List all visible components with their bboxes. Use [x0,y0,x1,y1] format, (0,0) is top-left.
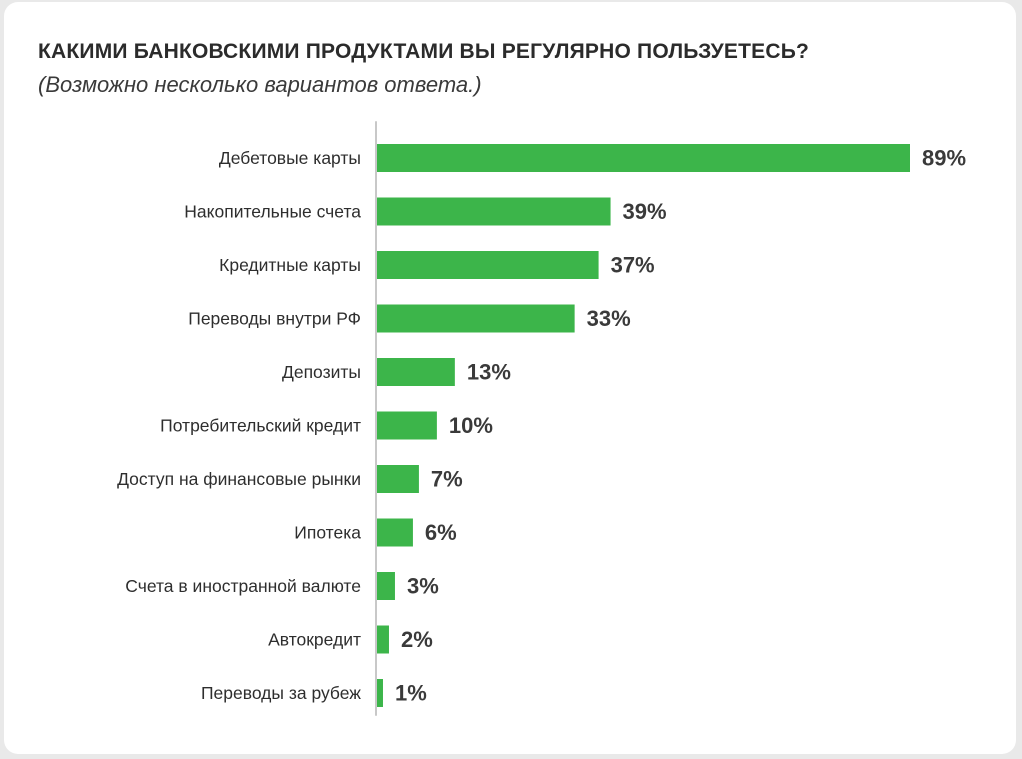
bar [377,518,413,547]
value-label: 33% [587,306,631,331]
category-label: Дебетовые карты [219,148,361,168]
bar [377,251,599,279]
value-label: 37% [611,253,655,278]
chart-subtitle: (Возможно несколько вариантов ответа.) [38,72,482,97]
chart-card [4,2,1016,754]
bar [377,625,389,654]
value-label: 7% [431,467,463,492]
bar [377,411,437,440]
bar [377,197,611,226]
category-label: Потребительский кредит [160,416,361,436]
category-label: Кредитные карты [219,255,361,275]
category-label: Счета в иностранной валюте [125,576,361,596]
value-label: 39% [623,199,667,224]
category-label: Доступ на финансовые рынки [117,469,361,489]
bar [377,572,395,600]
category-label: Переводы за рубеж [201,683,361,703]
bar [377,144,910,172]
category-label: Ипотека [294,523,361,543]
value-label: 1% [395,681,427,706]
category-label: Переводы внутри РФ [188,309,361,329]
value-label: 89% [922,146,966,171]
bar [377,358,455,386]
bar [377,679,383,707]
category-label: Автокредит [268,630,361,650]
bar [377,465,419,493]
category-label: Накопительные счета [184,202,361,222]
value-label: 10% [449,413,493,438]
value-label: 2% [401,627,433,652]
bar [377,304,575,333]
category-label: Депозиты [282,362,361,382]
value-label: 13% [467,360,511,385]
value-label: 3% [407,574,439,599]
value-label: 6% [425,520,457,545]
chart-title: КАКИМИ БАНКОВСКИМИ ПРОДУКТАМИ ВЫ РЕГУЛЯР… [38,40,810,63]
